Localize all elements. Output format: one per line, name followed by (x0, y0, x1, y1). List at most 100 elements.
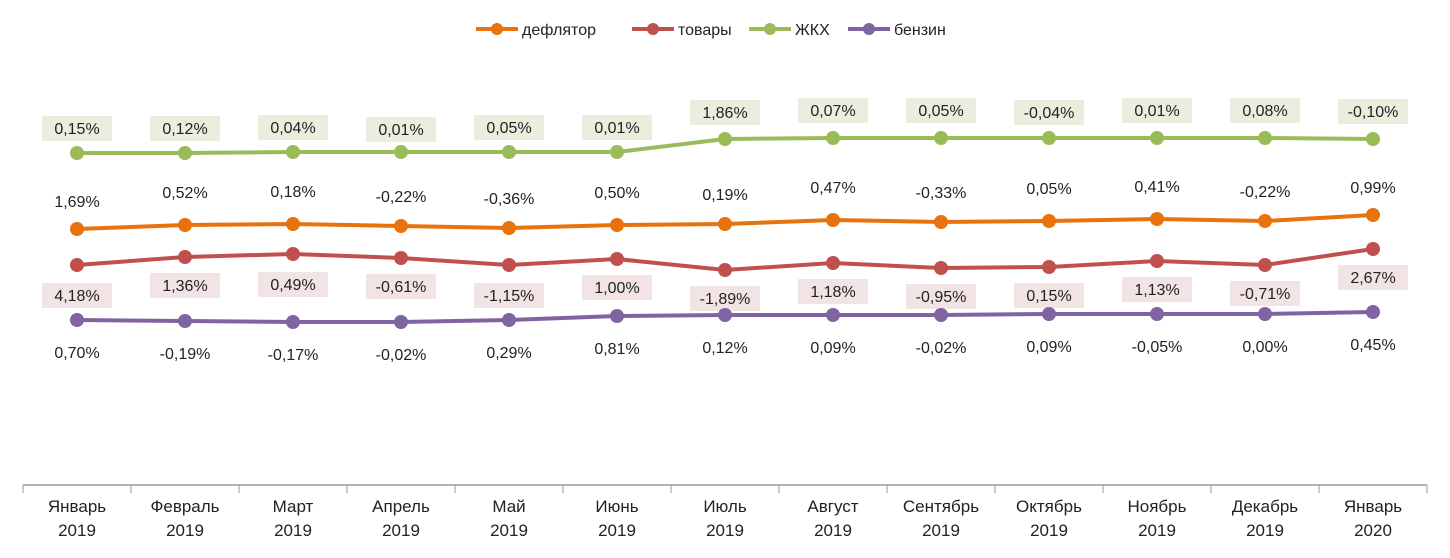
data-label: 1,13% (1134, 282, 1179, 299)
data-label: 0,18% (270, 184, 315, 201)
data-point (1042, 131, 1056, 145)
data-label: 0,19% (702, 187, 747, 204)
data-point (718, 308, 732, 322)
data-point (394, 315, 408, 329)
data-point (1042, 214, 1056, 228)
data-point (178, 218, 192, 232)
data-point (394, 251, 408, 265)
data-label-box (690, 100, 760, 125)
data-label: -0,17% (268, 347, 319, 364)
data-label: 0,49% (270, 277, 315, 294)
data-point (1366, 305, 1380, 319)
data-point (394, 145, 408, 159)
data-label-box (1122, 98, 1192, 123)
x-tick-label: Январь (48, 497, 106, 516)
data-label: 0,01% (378, 122, 423, 139)
x-tick-label: Октябрь (1016, 497, 1082, 516)
data-label-box (1122, 277, 1192, 302)
legend-marker (647, 23, 659, 35)
data-point (826, 308, 840, 322)
data-label-box (42, 283, 112, 308)
data-label: 0,15% (1026, 288, 1071, 305)
data-point (502, 313, 516, 327)
data-point (934, 308, 948, 322)
data-point (1258, 307, 1272, 321)
data-label: -0,02% (376, 347, 427, 364)
data-label: 0,29% (486, 345, 531, 362)
data-point (286, 217, 300, 231)
legend-label: ЖКХ (795, 22, 830, 39)
data-point (286, 247, 300, 261)
data-label: 0,09% (810, 340, 855, 357)
data-label: 0,00% (1242, 339, 1287, 356)
x-tick-label: 2019 (382, 521, 420, 540)
x-tick-label: 2019 (1138, 521, 1176, 540)
data-label: 1,86% (702, 105, 747, 122)
data-label-box (906, 284, 976, 309)
data-label-box (906, 98, 976, 123)
data-label-box (366, 117, 436, 142)
data-point (718, 217, 732, 231)
data-point (502, 258, 516, 272)
data-label: 0,50% (594, 185, 639, 202)
legend-marker (491, 23, 503, 35)
data-label-box (1014, 100, 1084, 125)
data-point (718, 263, 732, 277)
data-point (70, 146, 84, 160)
data-label: 4,18% (54, 288, 99, 305)
data-label: -0,19% (160, 346, 211, 363)
data-label-box (42, 116, 112, 141)
data-point (718, 132, 732, 146)
data-label-box (258, 115, 328, 140)
data-label-box (150, 116, 220, 141)
data-label-box (150, 273, 220, 298)
data-point (826, 256, 840, 270)
data-label-box (366, 274, 436, 299)
data-label-box (474, 115, 544, 140)
data-point (502, 221, 516, 235)
x-tick-label: 2019 (166, 521, 204, 540)
x-tick-label: 2019 (1030, 521, 1068, 540)
data-point (178, 250, 192, 264)
data-point (286, 315, 300, 329)
data-point (934, 215, 948, 229)
x-tick-label: Июль (703, 497, 747, 516)
data-point (610, 309, 624, 323)
x-tick-label: Июнь (595, 497, 638, 516)
x-tick-label: 2019 (922, 521, 960, 540)
data-label-box (582, 115, 652, 140)
data-label: -1,89% (700, 291, 751, 308)
data-point (1258, 131, 1272, 145)
data-point (1042, 307, 1056, 321)
x-tick-label: Август (807, 497, 858, 516)
data-point (826, 131, 840, 145)
data-point (1258, 214, 1272, 228)
data-label: 0,05% (918, 103, 963, 120)
x-tick-label: Май (492, 497, 525, 516)
x-tick-label: Февраль (150, 497, 219, 516)
data-label: -0,71% (1240, 286, 1291, 303)
data-point (70, 258, 84, 272)
data-label-box (1230, 98, 1300, 123)
x-tick-label: Январь (1344, 497, 1402, 516)
data-label: 0,12% (162, 121, 207, 138)
data-point (1150, 212, 1164, 226)
legend-label: бензин (894, 22, 946, 39)
legend-marker (863, 23, 875, 35)
data-point (934, 131, 948, 145)
x-tick-label: 2019 (814, 521, 852, 540)
data-label-box (582, 275, 652, 300)
data-label: -0,02% (916, 340, 967, 357)
x-tick-label: Сентябрь (903, 497, 979, 516)
data-label: -0,04% (1024, 105, 1075, 122)
data-label: 0,70% (54, 345, 99, 362)
data-point (610, 218, 624, 232)
data-point (1042, 260, 1056, 274)
x-tick-label: Ноябрь (1128, 497, 1187, 516)
data-label: 1,18% (810, 284, 855, 301)
data-label: 0,99% (1350, 180, 1395, 197)
data-label: 0,47% (810, 180, 855, 197)
data-label: 0,52% (162, 185, 207, 202)
data-label: -0,33% (916, 185, 967, 202)
